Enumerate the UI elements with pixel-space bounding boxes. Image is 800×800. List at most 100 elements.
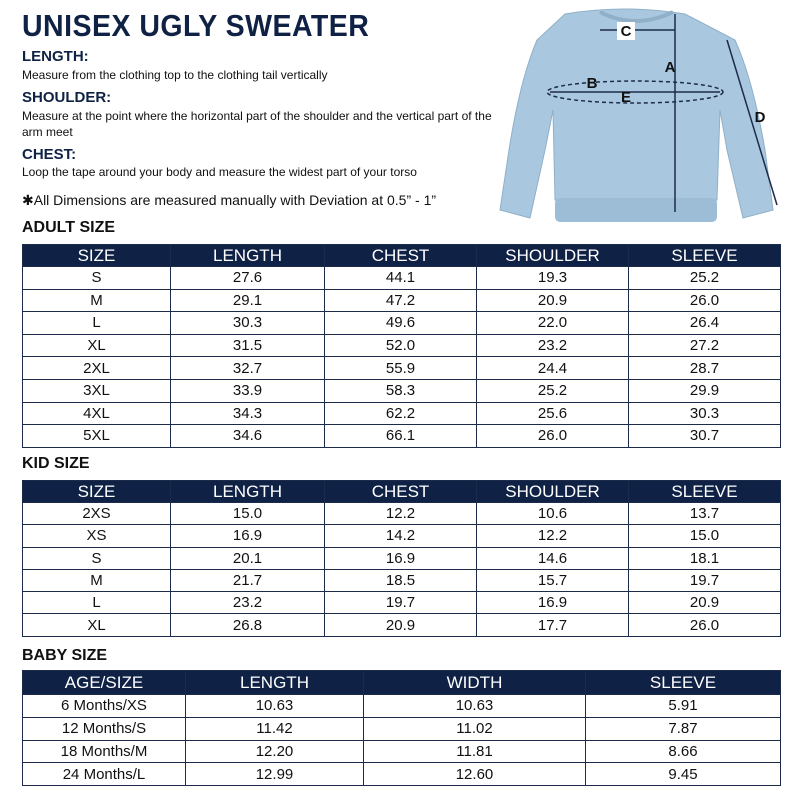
label: C: [621, 23, 632, 40]
table-cell: 18 Months/M: [22, 739, 186, 764]
table-cell: 7.87: [585, 716, 781, 741]
table-row: 2XS 15.0 12.2 10.6 13.7: [22, 501, 781, 526]
table-cell: 10.63: [185, 694, 364, 718]
table-cell: 26.4: [628, 311, 781, 335]
table-row: 6 Months/XS 10.63 10.63 5.91: [22, 694, 781, 718]
table-cell: 34.3: [170, 401, 325, 426]
table-cell: 31.5: [170, 333, 325, 358]
column-header: LENGTH: [170, 244, 325, 267]
column-header: SHOULDER: [476, 480, 629, 503]
table-cell: 30.7: [628, 424, 781, 448]
table-cell: 6 Months/XS: [22, 694, 186, 718]
table-cell: 22.0: [476, 311, 629, 335]
definition: Loop the tape around your body and measu…: [22, 165, 417, 179]
definition: Measure at the point where the horizonta…: [22, 109, 492, 139]
table-cell: 30.3: [628, 401, 781, 426]
column-header: WIDTH: [363, 670, 586, 695]
table-cell: 5.91: [585, 694, 781, 718]
table-cell: M: [22, 288, 171, 313]
table-cell: 23.2: [476, 333, 629, 358]
table-row: 4XL 34.3 62.2 25.6 30.3: [22, 401, 781, 426]
table-cell: S: [22, 266, 171, 290]
hem: [555, 198, 717, 222]
column-header: CHEST: [324, 480, 477, 503]
sweater: [499, 8, 774, 219]
column-header: SIZE: [22, 480, 171, 503]
note: ✱All Dimensions are measured manually wi…: [22, 192, 437, 208]
table-cell: 4XL: [22, 401, 171, 426]
table-cell: 26.8: [170, 613, 325, 637]
table-cell: S: [22, 546, 171, 570]
table-cell: 52.0: [324, 333, 477, 358]
table-cell: 26.0: [628, 613, 781, 637]
table-cell: 21.7: [170, 568, 325, 593]
table-cell: 24.4: [476, 356, 629, 380]
table-row: S 20.1 16.9 14.6 18.1: [22, 546, 781, 570]
arrow-d: [726, 39, 778, 206]
table-cell: 24 Months/L: [22, 762, 186, 787]
table-cell: 19.7: [324, 591, 477, 615]
column-header: SIZE: [22, 244, 171, 267]
table-cell: 9.45: [585, 762, 781, 787]
table-cell: 27.2: [628, 333, 781, 358]
title: UNISEX UGLY SWEATER: [22, 8, 370, 43]
table-cell: 14.6: [476, 546, 629, 570]
column-header: SLEEVE: [628, 244, 781, 267]
header-row: SIZE LENGTH CHEST SHOULDER SLEEVE: [22, 480, 781, 503]
size-table: AGE/SIZE LENGTH WIDTH SLEEVE 6 Months/XS 10.6…: [22, 670, 781, 787]
table-cell: 58.3: [324, 378, 477, 403]
table-cell: 26.0: [476, 424, 629, 448]
table-cell: XS: [22, 524, 171, 548]
label-bg: [617, 22, 635, 40]
table-cell: 16.9: [476, 591, 629, 615]
table-cell: 29.9: [628, 378, 781, 403]
label: A: [665, 59, 676, 76]
table-cell: 12.2: [476, 524, 629, 548]
table-row: 5XL 34.6 66.1 26.0 30.7: [22, 424, 781, 448]
table-cell: 16.9: [170, 524, 325, 548]
table-cell: 30.3: [170, 311, 325, 335]
table-cell: 27.6: [170, 266, 325, 290]
table-cell: L: [22, 311, 171, 335]
table-cell: 29.1: [170, 288, 325, 313]
section-title: ADULT SIZE: [22, 219, 116, 236]
term: CHEST:: [22, 146, 77, 163]
table-row: XL 26.8 20.9 17.7 26.0: [22, 613, 781, 637]
table-row: L 30.3 49.6 22.0 26.4: [22, 311, 781, 335]
table-row: S 27.6 44.1 19.3 25.2: [22, 266, 781, 290]
term: SHOULDER:: [22, 89, 112, 106]
column-header: LENGTH: [170, 480, 325, 503]
table-cell: 25.2: [628, 266, 781, 290]
table-row: 3XL 33.9 58.3 25.2 29.9: [22, 378, 781, 403]
table-row: 2XL 32.7 55.9 24.4 28.7: [22, 356, 781, 380]
table-cell: 10.63: [363, 694, 586, 718]
table-cell: XL: [22, 333, 171, 358]
column-header: SHOULDER: [476, 244, 629, 267]
table-cell: 28.7: [628, 356, 781, 380]
table-cell: 25.6: [476, 401, 629, 426]
table-cell: 20.9: [628, 591, 781, 615]
table-cell: 44.1: [324, 266, 477, 290]
table-cell: 11.02: [363, 716, 586, 741]
table-cell: 18.1: [628, 546, 781, 570]
column-header: SLEEVE: [585, 670, 781, 695]
table-cell: 20.1: [170, 546, 325, 570]
table-cell: 12.20: [185, 739, 364, 764]
table-cell: 15.0: [628, 524, 781, 548]
table-cell: 15.7: [476, 568, 629, 593]
table-row: 24 Months/L 12.99 12.60 9.45: [22, 762, 781, 787]
table-row: XS 16.9 14.2 12.2 15.0: [22, 524, 781, 548]
table-row: M 29.1 47.2 20.9 26.0: [22, 288, 781, 313]
definition: Measure from the clothing top to the clo…: [22, 68, 328, 82]
table-cell: L: [22, 591, 171, 615]
table-cell: 32.7: [170, 356, 325, 380]
table-cell: 16.9: [324, 546, 477, 570]
table-cell: 20.9: [476, 288, 629, 313]
table-cell: 2XL: [22, 356, 171, 380]
table-cell: 47.2: [324, 288, 477, 313]
column-header: CHEST: [324, 244, 477, 267]
table-cell: 34.6: [170, 424, 325, 448]
table-cell: 66.1: [324, 424, 477, 448]
size-table: SIZE LENGTH CHEST SHOULDER SLEEVE S 27.6 44.1 19…: [22, 244, 781, 448]
